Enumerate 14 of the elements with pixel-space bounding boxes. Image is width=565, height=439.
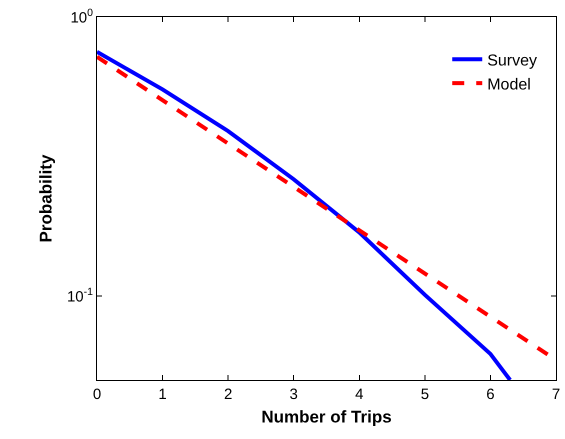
legend-label: Model bbox=[487, 76, 531, 94]
x-tick-label: 4 bbox=[355, 386, 364, 403]
x-tick-label: 1 bbox=[158, 386, 167, 403]
y-tick-label: 10$^{-1}$ bbox=[66, 286, 94, 306]
legend-label: Survey bbox=[487, 52, 538, 70]
y-tick-label: 10$^{0}$ bbox=[70, 6, 94, 26]
x-tick-label: 5 bbox=[420, 386, 430, 403]
x-tick-label: 3 bbox=[290, 386, 298, 403]
x-tick-label: 0 bbox=[92, 386, 102, 403]
y-axis-title: Probability bbox=[36, 154, 56, 242]
x-tick-label: 2 bbox=[224, 386, 232, 403]
x-axis-title: Number of Trips bbox=[261, 407, 392, 426]
x-tick-label: 6 bbox=[486, 386, 495, 403]
x-tick-label: 7 bbox=[552, 386, 560, 403]
